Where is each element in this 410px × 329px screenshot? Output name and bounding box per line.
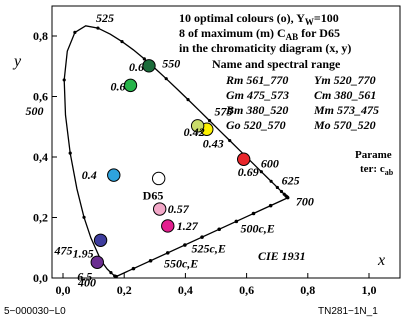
locus-marker-4: [113, 274, 117, 278]
value-label-0: 0.69: [238, 165, 259, 179]
footer-left: 5−000030−L0: [4, 306, 66, 317]
y-tick-label-0: 0,0: [33, 271, 48, 285]
x-tick-label-4: 0,8: [300, 283, 315, 297]
y-axis-label: y: [12, 53, 22, 70]
purple-marker-7: [234, 219, 239, 224]
legend-left-3: Go 520_570: [226, 118, 286, 132]
legend-right-0: Ym 520_770: [314, 73, 376, 87]
complementary-label-0: 500c,E: [240, 222, 274, 236]
x-tick-label-2: 0,4: [178, 283, 193, 297]
wavelength-label-625: 625: [282, 174, 300, 188]
value-label-7: 0.57: [168, 202, 190, 216]
annotation-line-2: 8 of maximum (m) CAB for D65: [179, 26, 340, 42]
locus-marker-20: [120, 39, 124, 44]
white-point-label: D65: [143, 188, 164, 202]
wavelength-label-400: 400: [77, 276, 96, 290]
locus-marker-34: [259, 170, 263, 174]
x-tick-label-1: 0,2: [117, 283, 132, 297]
locus-marker-22: [142, 57, 146, 61]
legend-right-2: Mm 573_475: [313, 103, 379, 117]
value-label-4: 1.95: [73, 246, 94, 260]
wavelength-label-525: 525: [96, 11, 114, 25]
purple-marker-2: [148, 258, 153, 263]
value-label-2: 0.6: [110, 79, 125, 93]
purple-marker-4: [183, 243, 187, 247]
optimal-colour-8: [90, 255, 104, 269]
param-line-2: ter: cab: [360, 163, 394, 177]
locus-marker-6: [109, 271, 113, 275]
x-tick-label-5: 1,0: [362, 283, 377, 297]
wavelength-label-575: 575: [215, 105, 233, 119]
legend-left-0: Rm 561_770: [225, 73, 288, 87]
locus-marker-12: [68, 151, 72, 155]
value-label-6: 0.6: [129, 60, 144, 74]
annotation-line-4: Name and spectral range: [212, 57, 341, 71]
locus-marker-26: [186, 98, 190, 102]
plot-frame: [51, 5, 401, 279]
value-label-9: 0.42: [184, 125, 205, 139]
optimal-colour-2: [123, 78, 138, 93]
y-tick-label-3: 0,6: [33, 90, 48, 104]
x-tick-label-3: 0,6: [239, 283, 254, 297]
wavelength-label-600: 600: [261, 156, 279, 170]
purple-marker-1: [131, 266, 136, 271]
x-tick-label-0: 0,0: [56, 283, 71, 297]
wavelength-label-550: 550: [162, 57, 180, 71]
value-label-1: 0.43: [203, 136, 224, 150]
locus-marker-38: [275, 185, 279, 190]
locus-marker-40: [279, 189, 284, 194]
y-tick-label-2: 0,4: [33, 150, 48, 164]
legend-left-1: Gm 475_573: [226, 88, 289, 102]
locus-marker-24: [164, 77, 168, 81]
annotation-line-3: in the chromaticity diagram (x, y): [179, 41, 351, 55]
locus-marker-16: [73, 30, 77, 34]
legend-right-1: Cm 380_561: [314, 88, 376, 102]
footer-right: TN281−1N_1: [318, 306, 378, 317]
purple-marker-3: [165, 251, 170, 255]
locus-marker-36: [269, 179, 273, 183]
wavelength-label-475: 475: [54, 244, 73, 258]
y-tick-label-1: 0,2: [33, 211, 48, 225]
optimal-colour-6: [142, 59, 156, 73]
legend-right-3: Mo 570_520: [313, 118, 376, 132]
complementary-label-1: 525c,E: [192, 241, 226, 255]
param-line-1: Parame: [355, 149, 392, 161]
value-label-8: 6.5: [77, 269, 92, 283]
wavelength-label-500: 500: [26, 104, 44, 118]
value-label-3: 0.4: [82, 168, 97, 182]
purple-marker-9: [268, 203, 273, 208]
y-tick-label-4: 0,8: [33, 29, 48, 43]
diagram-label: CIE 1931: [258, 249, 306, 263]
value-label-5: 1.27: [177, 219, 199, 233]
wavelength-label-700: 700: [296, 195, 314, 209]
locus-marker-14: [62, 78, 66, 82]
purple-marker-6: [217, 227, 222, 232]
optimal-colour-7: [152, 202, 167, 216]
locus-marker-18: [96, 26, 100, 30]
complementary-label-2: 550c,E: [164, 256, 198, 270]
legend-left-2: Bm 380_520: [225, 103, 288, 117]
white-point-marker: [151, 171, 166, 186]
locus-marker-28: [207, 119, 212, 123]
annotation-line-1: 10 optimal colours (o), YW=100: [179, 11, 339, 27]
optimal-colour-0: [236, 152, 251, 166]
locus-marker-52: [286, 196, 290, 200]
optimal-colour-9: [190, 119, 205, 133]
optimal-colour-3: [107, 168, 121, 182]
locus-marker-30: [228, 138, 232, 143]
x-axis-label: x: [377, 252, 385, 269]
optimal-colour-5: [161, 219, 175, 233]
locus-marker-10: [82, 215, 86, 219]
purple-marker-8: [251, 211, 256, 216]
optimal-colour-4: [93, 233, 108, 247]
purple-marker-5: [200, 235, 204, 239]
